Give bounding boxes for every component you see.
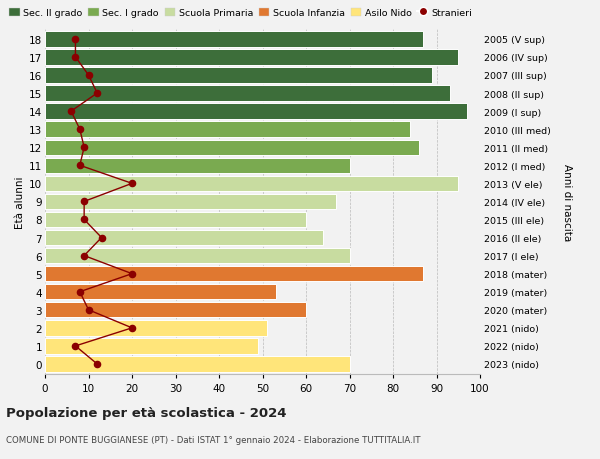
Bar bbox=[45, 357, 350, 372]
Point bbox=[79, 252, 89, 260]
Bar bbox=[45, 302, 306, 318]
Bar bbox=[45, 140, 419, 156]
Y-axis label: Anni di nascita: Anni di nascita bbox=[562, 163, 572, 241]
Point bbox=[84, 72, 94, 79]
Bar bbox=[45, 248, 350, 263]
Point bbox=[84, 307, 94, 314]
Bar bbox=[45, 194, 337, 210]
Y-axis label: Età alunni: Età alunni bbox=[15, 176, 25, 228]
Point bbox=[127, 180, 137, 188]
Point bbox=[127, 325, 137, 332]
Bar bbox=[45, 230, 323, 246]
Bar bbox=[45, 266, 424, 282]
Bar bbox=[45, 104, 467, 119]
Text: COMUNE DI PONTE BUGGIANESE (PT) - Dati ISTAT 1° gennaio 2024 - Elaborazione TUTT: COMUNE DI PONTE BUGGIANESE (PT) - Dati I… bbox=[6, 435, 421, 444]
Point bbox=[75, 126, 85, 134]
Point bbox=[127, 270, 137, 278]
Bar bbox=[45, 338, 258, 354]
Bar bbox=[45, 32, 424, 47]
Bar bbox=[45, 176, 458, 191]
Point bbox=[79, 198, 89, 206]
Bar bbox=[45, 50, 458, 66]
Bar bbox=[45, 86, 449, 101]
Bar bbox=[45, 285, 275, 300]
Point bbox=[79, 216, 89, 224]
Point bbox=[71, 36, 80, 44]
Point bbox=[92, 360, 102, 368]
Point bbox=[79, 144, 89, 151]
Point bbox=[66, 108, 76, 116]
Point bbox=[71, 342, 80, 350]
Bar bbox=[45, 122, 410, 138]
Point bbox=[92, 90, 102, 97]
Bar bbox=[45, 320, 267, 336]
Text: Popolazione per età scolastica - 2024: Popolazione per età scolastica - 2024 bbox=[6, 406, 287, 419]
Bar bbox=[45, 68, 432, 84]
Point bbox=[71, 54, 80, 62]
Bar bbox=[45, 213, 306, 228]
Point bbox=[97, 235, 106, 242]
Point bbox=[75, 288, 85, 296]
Point bbox=[75, 162, 85, 169]
Bar bbox=[45, 158, 350, 174]
Legend: Sec. II grado, Sec. I grado, Scuola Primaria, Scuola Infanzia, Asilo Nido, Stran: Sec. II grado, Sec. I grado, Scuola Prim… bbox=[5, 5, 476, 22]
